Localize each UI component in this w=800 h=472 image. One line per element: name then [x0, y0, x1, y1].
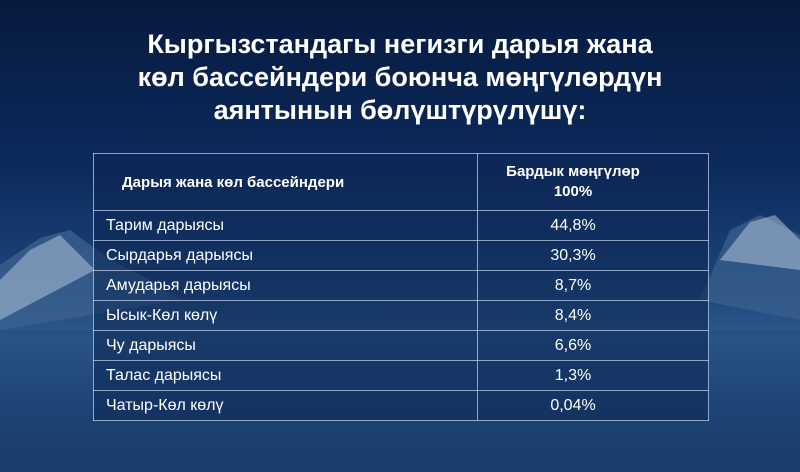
- share-value: 6,6%: [477, 330, 709, 361]
- title-line: аянтынын бөлүштүрүлүшү:: [213, 95, 587, 125]
- header-line: Бардык мөңгүлөр: [506, 163, 640, 180]
- header-line: 100%: [553, 183, 593, 200]
- title-line: Кыргызстандагы негизги дарыя жана: [147, 29, 653, 59]
- table-row: Амударья дарыясы 8,7%: [93, 270, 709, 301]
- title-line: көл бассейндери боюнча мөңгүлөрдүн: [137, 62, 663, 92]
- table-row: Чу дарыясы 6,6%: [93, 330, 709, 361]
- basin-name: Тарим дарыясы: [93, 210, 478, 241]
- title: Кыргызстандагы негизги дарыя жана көл ба…: [0, 28, 800, 127]
- basin-name: Амударья дарыясы: [93, 270, 478, 301]
- table-row: Сырдарья дарыясы 30,3%: [93, 240, 709, 271]
- share-value: 8,4%: [477, 300, 709, 331]
- basin-name: Чатыр-Көл көлү: [93, 390, 478, 421]
- table-row: Ысык-Көл көлү 8,4%: [93, 300, 709, 331]
- basin-name: Талас дарыясы: [93, 360, 478, 391]
- share-value: 0,04%: [477, 390, 709, 421]
- share-value: 8,7%: [477, 270, 709, 301]
- share-value: 44,8%: [477, 210, 709, 241]
- share-value: 30,3%: [477, 240, 709, 271]
- basin-name: Сырдарья дарыясы: [93, 240, 478, 271]
- share-value: 1,3%: [477, 360, 709, 391]
- table-row: Чатыр-Көл көлү 0,04%: [93, 390, 709, 421]
- table-row: Тарим дарыясы 44,8%: [93, 210, 709, 241]
- basin-name: Ысык-Көл көлү: [93, 300, 478, 331]
- table-body: Тарим дарыясы 44,8% Сырдарья дарыясы 30,3% А…: [93, 210, 709, 421]
- header-row: Дарыя жана көл бассейндери Бардык мөңгүл…: [93, 153, 709, 211]
- header-cell: Дарыя жана көл бассейндери: [93, 153, 478, 211]
- basin-name: Чу дарыясы: [93, 330, 478, 361]
- table-row: Талас дарыясы 1,3%: [93, 360, 709, 391]
- table: Дарыя жана көл бассейндери Бардык мөңгүл…: [93, 153, 709, 421]
- header-cell: Бардык мөңгүлөр 100%: [477, 153, 709, 211]
